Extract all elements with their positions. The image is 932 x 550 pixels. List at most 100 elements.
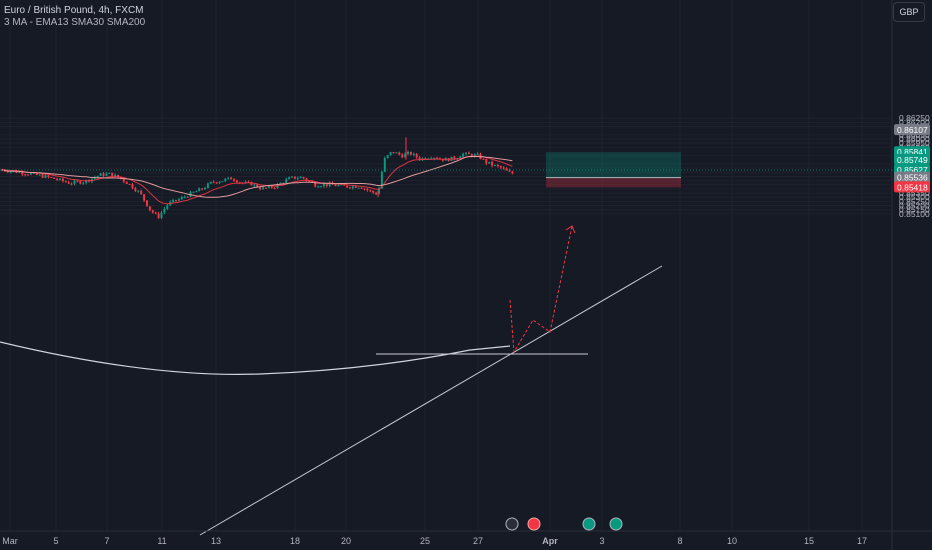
- candle-body: [18, 171, 21, 173]
- candle-body: [320, 186, 322, 188]
- candle-body: [383, 157, 386, 172]
- candle-body: [482, 158, 485, 160]
- event-circle: [527, 517, 541, 531]
- candle-body: [175, 199, 177, 201]
- candle-body: [262, 187, 264, 190]
- price-label-bg: [894, 171, 930, 183]
- candle-body: [44, 175, 47, 178]
- candle-body: [473, 154, 476, 157]
- candle-body: [293, 176, 296, 179]
- candle-body: [148, 206, 151, 211]
- chart-drawings: [0, 152, 892, 536]
- candle-body: [288, 177, 291, 180]
- candle-body: [177, 199, 180, 201]
- candle-body: [9, 171, 12, 173]
- price-label-text: 0.85627: [897, 165, 928, 175]
- price-label-text: 0.85418: [897, 182, 928, 192]
- candle-body: [143, 194, 146, 201]
- candle-body: [291, 176, 293, 178]
- candle-body: [111, 172, 114, 177]
- candle-body: [32, 172, 35, 174]
- candle-body: [363, 188, 366, 190]
- candle-body: [134, 188, 137, 192]
- candle-body: [59, 178, 61, 180]
- candle-body: [259, 187, 262, 190]
- candle-body: [206, 183, 209, 188]
- candle-body: [491, 161, 494, 166]
- ema13-line: [1, 155, 513, 205]
- symbol-title[interactable]: Euro / British Pound, 4h, FXCM: [4, 5, 144, 16]
- candle-body: [183, 196, 186, 198]
- candle-body: [496, 164, 499, 167]
- time-tick-label: 27: [473, 536, 483, 546]
- candle-body: [351, 186, 354, 189]
- candle-body: [508, 170, 511, 172]
- candle-body: [180, 197, 183, 200]
- event-circle: [582, 517, 596, 531]
- candle-body: [61, 178, 64, 182]
- candle-body: [227, 177, 230, 179]
- price-tick-label: 0.86250: [899, 113, 930, 123]
- candle-body: [273, 187, 276, 189]
- candle-body: [128, 183, 131, 185]
- candle-body: [218, 181, 221, 184]
- candle-body: [47, 175, 50, 178]
- candle-body: [407, 152, 409, 154]
- arrow-head-icon: [565, 225, 576, 234]
- price-label-badge: 0.85418: [894, 181, 930, 193]
- candle-body: [79, 181, 82, 184]
- price-tick-label: 0.85300: [899, 192, 930, 202]
- time-tick-label: 7: [104, 536, 109, 546]
- candle-body: [85, 180, 88, 183]
- candle-body: [343, 184, 346, 186]
- long-position-target-zone: [546, 152, 681, 178]
- candle-body: [157, 213, 160, 218]
- candle-body: [299, 176, 302, 179]
- event-circle: [505, 517, 519, 531]
- indicator-legend[interactable]: 3 MA - EMA13 SMA30 SMA200: [4, 17, 146, 28]
- candle-body: [270, 185, 273, 188]
- candle-body: [322, 184, 325, 187]
- candle-body: [230, 177, 233, 180]
- trendline: [199, 265, 663, 536]
- candle-body: [267, 185, 270, 188]
- time-tick-label: 5: [53, 536, 58, 546]
- sma200-line: [0, 341, 511, 375]
- time-axis[interactable]: Mar 5 7 11 13 18 20 25 27 Apr 3 8 10 15 17: [0, 530, 932, 546]
- candle-body: [41, 174, 44, 178]
- currency-button[interactable]: GBP: [893, 2, 925, 22]
- price-tick-label: 0.85950: [899, 138, 930, 148]
- candle-body: [392, 151, 395, 153]
- time-tick-label: Mar: [2, 536, 18, 546]
- price-label-badge: 0.85749: [894, 153, 930, 165]
- candle-body: [485, 159, 488, 164]
- price-axis[interactable]: 0.862500.862000.861500.860500.860000.859…: [894, 113, 930, 219]
- candle-body: [302, 176, 305, 179]
- candle-body: [50, 177, 53, 179]
- candle-body: [395, 152, 398, 154]
- candle-body: [102, 173, 105, 176]
- candle-body: [389, 151, 392, 156]
- candle-body: [467, 152, 470, 155]
- time-tick-label: 17: [857, 536, 867, 546]
- time-tick-label: 3: [599, 536, 604, 546]
- candle-body: [488, 161, 491, 164]
- candle-body: [163, 208, 166, 213]
- price-tick-label: 0.85350: [899, 188, 930, 198]
- candle-body: [349, 187, 351, 189]
- candle-body: [21, 171, 24, 175]
- price-label-text: 0.86107: [897, 125, 928, 135]
- candle-body: [465, 152, 467, 154]
- candle-body: [418, 157, 421, 160]
- candlestick-series: [0, 137, 514, 375]
- candle-body: [221, 181, 224, 183]
- candle-body: [436, 157, 438, 159]
- price-tick-label: 0.85250: [899, 196, 930, 206]
- candle-body: [415, 153, 418, 158]
- price-label-text: 0.85536: [897, 173, 928, 183]
- candle-body: [224, 178, 227, 182]
- candle-body: [114, 174, 117, 177]
- projection-path: [509, 225, 573, 354]
- candle-body: [56, 178, 59, 180]
